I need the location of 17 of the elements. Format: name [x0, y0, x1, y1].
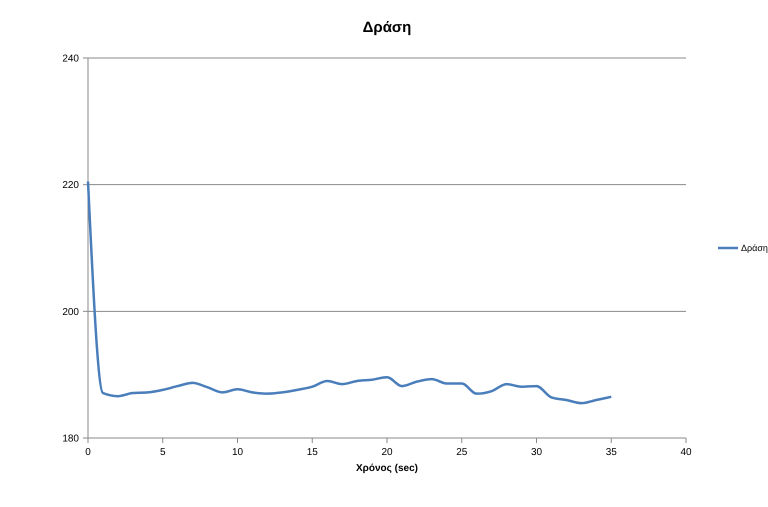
- line-series: [86, 180, 612, 404]
- x-tick-label: 5: [160, 447, 166, 458]
- x-tick-label: 40: [680, 447, 692, 458]
- x-tick-label: 35: [606, 447, 618, 458]
- x-tick-label: 20: [381, 447, 393, 458]
- x-tick-label: 25: [456, 447, 468, 458]
- x-tick-label: 15: [306, 447, 318, 458]
- x-tick-label: 30: [530, 447, 542, 458]
- x-tick-label: 10: [232, 447, 244, 458]
- y-tick-label: 240: [62, 54, 80, 64]
- y-tick-label: 200: [62, 306, 80, 318]
- legend-label: Δράση: [741, 243, 768, 254]
- x-axis-title: Χρόνος (sec): [356, 463, 418, 474]
- x-tick-label: 0: [85, 447, 92, 458]
- y-tick-label: 220: [62, 180, 80, 192]
- y-tick-label: 180: [62, 434, 80, 444]
- chart-title: Δράση: [362, 19, 412, 36]
